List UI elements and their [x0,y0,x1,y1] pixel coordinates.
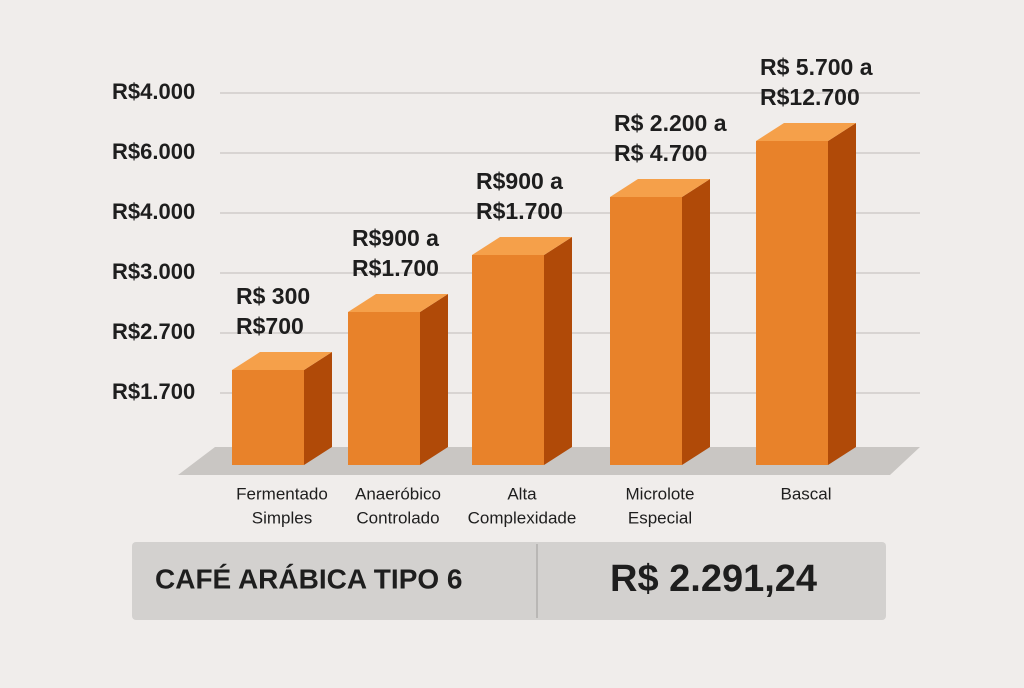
y-axis-label: R$3.000 [112,259,195,284]
value-label: R$1.700 [352,255,439,281]
bar-top [232,352,332,370]
bar-side [828,123,856,465]
category-label: Bascal [780,484,831,503]
category-label: Fermentado [236,484,328,503]
price: R$ 2.291,24 [610,558,817,600]
category-label: Microlote [626,484,695,503]
value-label: R$12.700 [760,84,860,110]
value-label: R$700 [236,313,304,339]
bar-top [756,123,856,141]
category-label: Anaeróbico [355,484,441,503]
category-label: Especial [628,508,692,527]
y-axis-label: R$6.000 [112,139,195,164]
value-label: R$900 a [352,225,439,251]
bar [756,141,828,465]
value-label: R$ 2.200 a [614,110,727,136]
category-label: Controlado [356,508,439,527]
y-axis-label: R$2.700 [112,319,195,344]
price-box [132,542,886,620]
grid: R$4.000 R$6.000 R$4.000 R$3.000 R$2.700 R$1.7… [112,79,920,404]
product-name: CAFÉ ARÁBICA TIPO 6 [155,563,463,594]
bar [610,197,682,465]
bar-side [304,352,332,465]
bars: R$ 300 R$700 Fermentado Simples R$900 a R$1.7… [232,54,873,527]
value-label: R$ 300 [236,283,310,309]
value-label: R$900 a [476,168,563,194]
bar [472,255,544,465]
category-label: Complexidade [468,508,577,527]
category-label: Simples [252,508,312,527]
bar-top [472,237,572,255]
y-axis-label: R$1.700 [112,379,195,404]
category-label: Alta [507,484,537,503]
bar-top [610,179,710,197]
value-label: R$ 5.700 a [760,54,873,80]
bar [348,312,420,465]
bar-side [420,294,448,465]
value-label: R$ 4.700 [614,140,707,166]
bar-top [348,294,448,312]
y-axis-label: R$4.000 [112,79,195,104]
value-label: R$1.700 [476,198,563,224]
y-axis-label: R$4.000 [112,199,195,224]
bar [232,370,304,465]
bar-side [544,237,572,465]
bar-side [682,179,710,465]
